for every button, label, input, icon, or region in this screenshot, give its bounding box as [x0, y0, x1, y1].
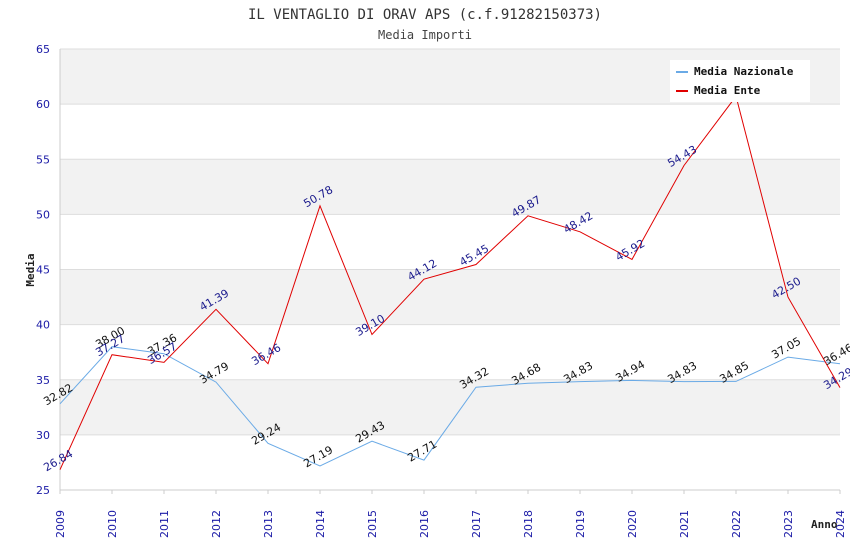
x-tick-label: 2010 — [106, 510, 119, 538]
y-tick-label: 45 — [36, 264, 50, 277]
x-axis-label: Anno — [811, 518, 838, 531]
x-tick-label: 2023 — [782, 510, 795, 538]
x-tick-label: 2009 — [54, 510, 67, 538]
legend-label-nazionale: Media Nazionale — [694, 65, 794, 78]
grid-band — [60, 434, 840, 490]
grid-band — [60, 104, 840, 160]
legend-box — [670, 60, 810, 102]
x-tick-label: 2016 — [418, 510, 431, 538]
x-tick-label: 2011 — [158, 510, 171, 538]
series-line-media-ente — [59, 95, 841, 470]
y-tick-label: 65 — [36, 43, 50, 56]
grid-band — [60, 214, 840, 270]
x-tick-label: 2014 — [314, 510, 327, 538]
background-bands — [60, 49, 840, 490]
y-tick-label: 55 — [36, 153, 50, 166]
series-lines — [59, 95, 841, 470]
y-axis-label: Media — [24, 253, 37, 286]
chart-subtitle: Media Importi — [378, 28, 472, 42]
x-tick-label: 2022 — [730, 510, 743, 538]
y-axis-ticks: 25 30 35 40 45 50 55 60 65 — [36, 43, 50, 497]
y-tick-label: 25 — [36, 484, 50, 497]
x-tick-label: 2021 — [678, 510, 691, 538]
x-tick-label: 2019 — [574, 510, 587, 538]
grid-band — [60, 269, 840, 325]
x-tick-label: 2020 — [626, 510, 639, 538]
grid-band — [60, 379, 840, 435]
series-line-media-nazionale — [59, 346, 841, 467]
x-tick-label: 2012 — [210, 510, 223, 538]
legend: Media Nazionale Media Ente — [670, 60, 810, 102]
y-tick-label: 35 — [36, 374, 50, 387]
grid-band — [60, 159, 840, 215]
y-tick-label: 50 — [36, 208, 50, 221]
x-tick-label: 2017 — [470, 510, 483, 538]
x-tick-label: 2024 — [834, 510, 847, 538]
x-tick-label: 2018 — [522, 510, 535, 538]
axes — [59, 49, 840, 491]
grid-band — [60, 324, 840, 380]
x-axis-ticks: 2009 2010 2011 2012 2013 2014 2015 2016 2017 2018… — [54, 490, 847, 538]
y-tick-label: 40 — [36, 319, 50, 332]
x-tick-label: 2015 — [366, 510, 379, 538]
legend-label-ente: Media Ente — [694, 84, 761, 97]
x-tick-label: 2013 — [262, 510, 275, 538]
y-tick-label: 30 — [36, 429, 50, 442]
y-tick-label: 60 — [36, 98, 50, 111]
chart-title: IL VENTAGLIO DI ORAV APS (c.f.9128215037… — [248, 7, 602, 23]
